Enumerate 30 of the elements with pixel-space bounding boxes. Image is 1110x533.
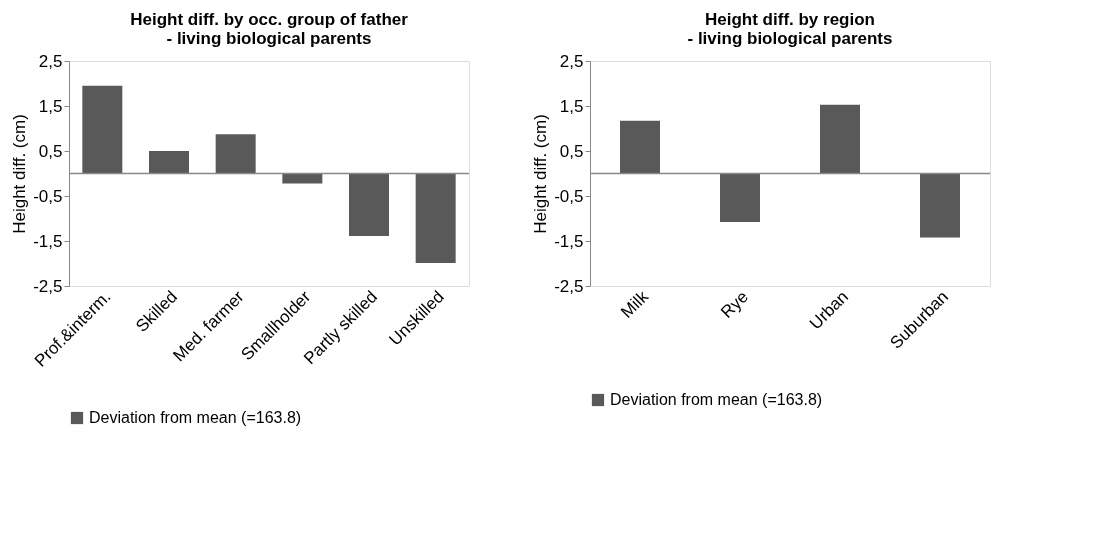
bar	[620, 120, 660, 174]
y-axis-title: Height diff. (cm)	[10, 114, 30, 234]
y-tick-label: -1,5	[33, 231, 63, 251]
bar	[415, 173, 456, 264]
bar	[920, 173, 960, 238]
x-tick-label: Rye	[717, 287, 753, 322]
bar	[820, 104, 860, 174]
bar	[149, 151, 189, 174]
bar	[82, 85, 123, 174]
y-tick-label: -2,5	[554, 276, 584, 296]
y-axis-title: Height diff. (cm)	[531, 114, 551, 234]
legend-label: Deviation from mean (=163.8)	[89, 409, 302, 426]
bar	[720, 173, 760, 223]
bar	[282, 173, 323, 184]
y-tick-label: 0,5	[38, 141, 63, 161]
y-tick-label: 1,5	[38, 96, 63, 116]
y-tick-label: 2,5	[559, 51, 584, 71]
x-tick-label: Milk	[617, 286, 653, 322]
y-tick-label: 0,5	[559, 141, 584, 161]
chart-title: Height diff. by occ. group of father - living biological parents	[130, 10, 409, 48]
bar	[215, 134, 256, 174]
chart-title: Height diff. by region - living biological parents	[687, 10, 893, 48]
y-tick-label: -1,5	[554, 231, 584, 251]
y-tick-label: 1,5	[559, 96, 584, 116]
y-tick-label: -0,5	[33, 186, 63, 206]
legend-label: Deviation from mean (=163.8)	[610, 391, 823, 408]
y-tick-label: -0,5	[554, 186, 584, 206]
y-tick-label: 2,5	[38, 51, 63, 71]
bar	[349, 173, 389, 237]
y-tick-label: -2,5	[33, 276, 63, 296]
